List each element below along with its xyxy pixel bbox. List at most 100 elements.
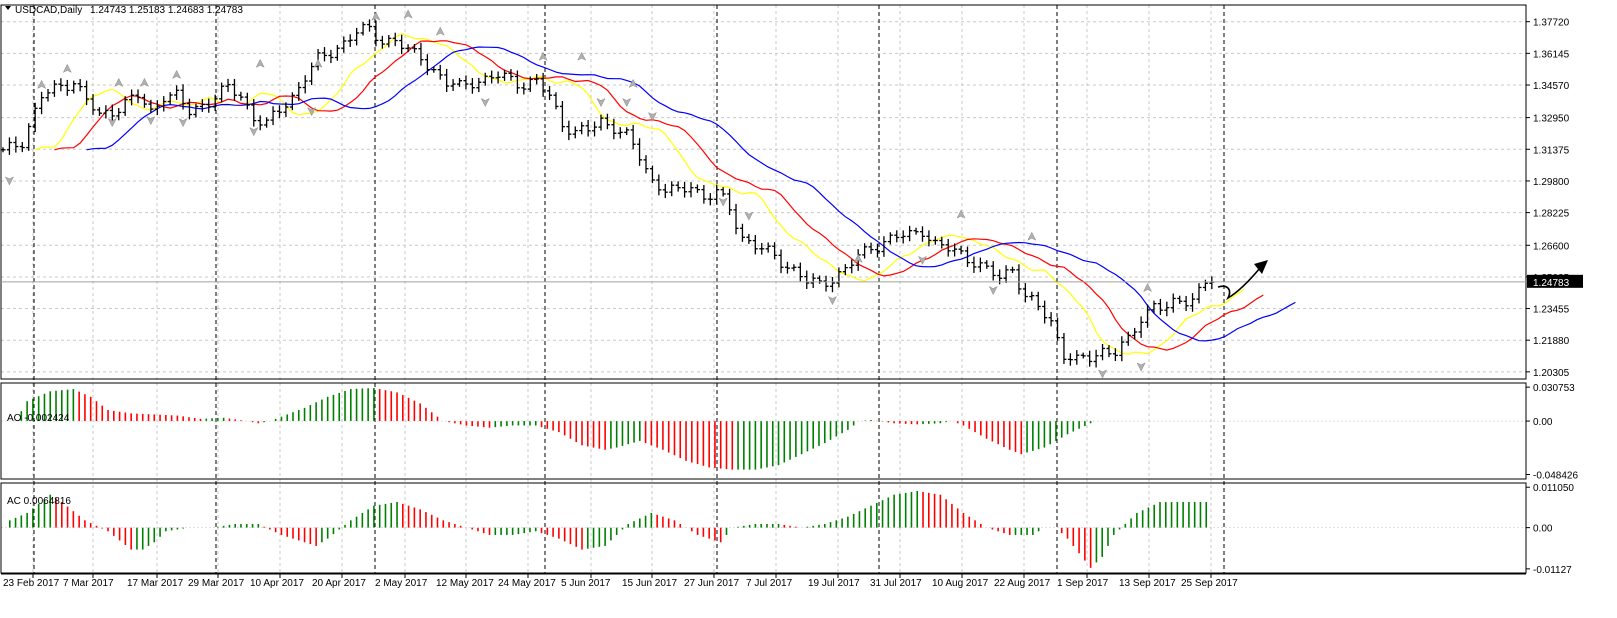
price-bar [1055,317,1061,341]
price-bar [643,155,649,174]
price-bar [495,71,501,84]
price-bar [212,94,218,112]
price-bar [1100,343,1106,361]
price-bar [264,117,270,128]
price-bar [1177,295,1183,305]
price-bar [630,124,636,150]
price-bar [399,34,405,55]
price-bar [77,79,83,92]
price-bar [984,260,990,269]
price-bar [225,78,231,92]
price-bar [109,104,115,122]
y-tick-label: 1.23455 [1533,305,1570,316]
price-bar [334,44,340,61]
price-bar [96,107,102,116]
price-bar [386,34,392,48]
price-bar [379,35,385,49]
price-bar [784,261,790,274]
price-bar [656,174,662,196]
price-bar [617,127,623,139]
price-bar [836,267,842,288]
price-bar [810,273,816,288]
price-bar [1125,331,1131,346]
fractal-up-icon [403,9,413,19]
price-bar [817,275,823,284]
price-bar [874,243,880,258]
x-tick-label: 13 Sep 2017 [1119,578,1176,589]
y-tick-label: 0.00 [1533,524,1553,535]
price-bar [129,89,135,106]
fractal-up-icon [139,77,150,87]
fractal-down-icon [1097,369,1108,379]
fractal-up-icon [313,58,323,68]
price-bar [585,119,591,137]
x-tick-label: 2 May 2017 [375,578,428,589]
price-bar [765,242,771,253]
price-bar [238,91,244,101]
forecast-curve [1217,267,1261,301]
price-bar [746,233,752,244]
fractal-up-icon [853,253,863,263]
price-bar [64,79,70,96]
x-tick-label: 27 Jun 2017 [684,578,739,589]
price-bar [174,85,180,100]
price-bar [1048,312,1054,327]
price-bar [868,242,874,254]
price-bar [791,264,797,272]
price-bar [354,27,360,46]
price-bar [926,230,932,247]
panel-frames [0,4,1527,575]
price-bar [193,103,199,118]
price-bar [952,243,958,257]
price-bar [752,234,758,255]
price-bar [418,42,424,66]
y-tick-label: 1.36145 [1533,49,1570,60]
price-bar [309,62,315,86]
price-bar [688,182,694,198]
price-bar [328,49,334,64]
x-tick-label: 12 May 2017 [436,578,494,589]
price-bar [45,88,51,102]
price-bar [1164,301,1170,317]
price-bar [482,72,488,86]
price-bar [135,89,141,104]
price-bar [1074,350,1080,365]
fractal-up-icon [628,78,638,88]
price-bar [502,69,508,81]
price-bar [444,68,450,93]
price-bar [32,102,38,133]
fractal-up-icon [255,58,265,68]
ao-histogram [1,387,1526,470]
price-bar [701,185,707,204]
x-tick-label: 17 Mar 2017 [127,578,184,589]
price-bar [1022,283,1028,303]
price-bar [154,100,160,115]
price-bar [424,54,430,76]
price-bar [862,243,868,259]
price-bar [244,92,250,110]
price-bar [540,72,546,97]
grid [1,5,1526,573]
price-bar [199,99,205,112]
price-bar [1093,349,1099,368]
price-bar [489,70,495,84]
fractal-down-icon [917,255,928,265]
x-tick-label: 7 Jul 2017 [746,578,793,589]
axes: 1.37720 1.36145 1.34570 1.32950 1.31375 1.298… [1,18,1583,589]
price-bar [804,270,810,290]
current-price-tag [1527,274,1583,288]
ac-indicator-label: AC 0.0064816 [7,496,71,507]
fractal-up-icon [435,26,445,36]
price-bar [231,78,237,101]
price-bar [675,181,681,192]
x-tick-label: 22 Aug 2017 [994,578,1051,589]
price-bar [662,183,668,199]
triangle-down-icon[interactable] [5,6,11,10]
price-bar [919,226,925,242]
fractal-down-icon [744,211,754,221]
fractal-down-icon [647,112,657,122]
price-bar [977,257,983,273]
price-bar [296,82,302,101]
